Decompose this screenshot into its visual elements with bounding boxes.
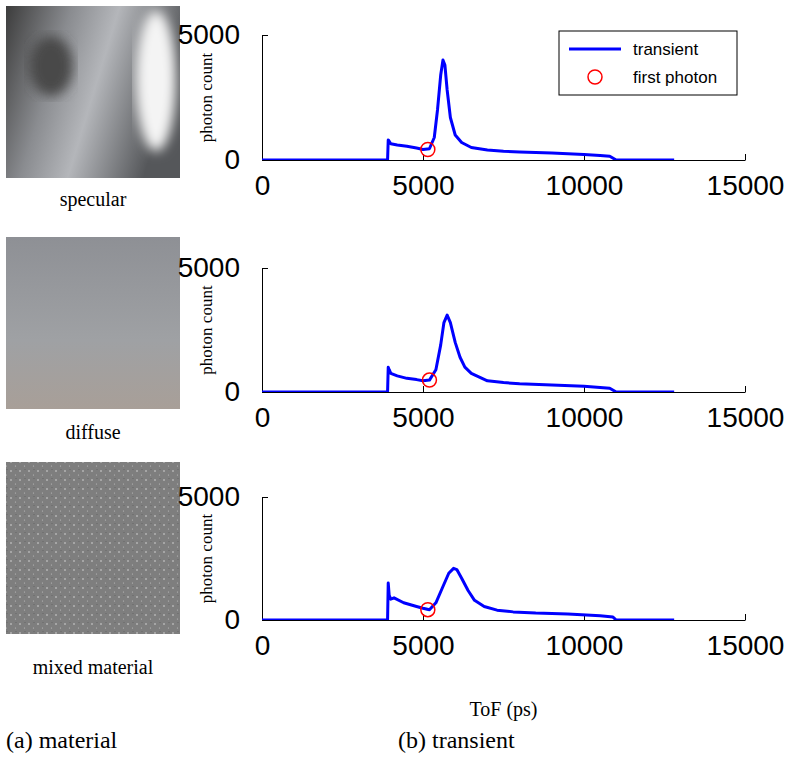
- tick: 10000: [546, 386, 624, 433]
- axis-line: [262, 36, 263, 161]
- y-axis: 0 5000: [178, 252, 268, 407]
- tick-label: 5000: [392, 630, 454, 661]
- material-photo: [6, 237, 180, 409]
- tick-label: 10000: [546, 630, 624, 661]
- tick-mark: [262, 497, 268, 498]
- tick: 5000: [178, 19, 268, 50]
- x-axis: 0 5000 10000 15000: [255, 154, 785, 201]
- legend-label: transient: [633, 40, 698, 59]
- tick: 0: [255, 614, 271, 661]
- tick-label: 5000: [178, 252, 240, 283]
- transient-chart: 0 5000 10000 15000 0 5000 photon count transien…: [178, 19, 785, 201]
- tick-label: 5000: [178, 19, 240, 50]
- shadow: [29, 36, 73, 96]
- photo: [6, 462, 180, 634]
- legend-label: first photon: [633, 68, 717, 87]
- tick: 15000: [707, 154, 785, 201]
- tick-label: 10000: [546, 402, 624, 433]
- tick-mark: [745, 614, 746, 620]
- y-axis-title: photon count: [197, 514, 216, 604]
- tick-label: 15000: [707, 630, 785, 661]
- axis-line: [262, 269, 263, 393]
- legend: transient first photon: [559, 31, 737, 95]
- y-axis-title: photon count: [197, 285, 216, 375]
- x-axis-title: ToF (ps): [469, 698, 537, 721]
- tick-mark: [262, 392, 268, 393]
- tick-label: 15000: [707, 402, 785, 433]
- y-axis-title: photon count: [197, 53, 216, 143]
- tick-label: 5000: [178, 481, 240, 512]
- tick-mark: [745, 386, 746, 392]
- transient-line: [262, 568, 674, 620]
- plot-area: [262, 568, 674, 620]
- tick-label: 15000: [707, 170, 785, 201]
- photo: [6, 237, 180, 409]
- y-axis: 0 5000: [178, 481, 268, 635]
- highlight: [136, 11, 176, 151]
- tick-mark: [262, 160, 268, 161]
- legend-swatch: [569, 48, 621, 51]
- tick-mark: [262, 35, 268, 36]
- legend-box: [559, 31, 737, 95]
- x-axis: 0 5000 10000 15000: [255, 614, 785, 661]
- first-photon-marker: [422, 373, 436, 387]
- material-label: specular: [60, 188, 127, 211]
- tick-label: 5000: [392, 170, 454, 201]
- tick: 5000: [178, 481, 268, 512]
- tick-label: 5000: [392, 402, 454, 433]
- legend-swatch: [588, 70, 602, 84]
- panel-caption: (b) transient: [398, 727, 515, 753]
- material-photo: [6, 6, 180, 178]
- tick: 5000: [178, 252, 268, 283]
- tick: 5000: [392, 386, 454, 433]
- tick: 10000: [546, 154, 624, 201]
- material-photo: [6, 462, 180, 634]
- tick: 5000: [392, 154, 454, 201]
- tick: 0: [255, 386, 271, 433]
- axis-line: [263, 160, 746, 161]
- tick-label: 0: [255, 630, 271, 661]
- axis-line: [263, 620, 746, 621]
- tick-label: 0: [224, 144, 240, 175]
- transient-line: [262, 315, 674, 392]
- tick: 15000: [707, 386, 785, 433]
- tick-label: 0: [255, 402, 271, 433]
- photo: [6, 6, 180, 178]
- plot-area: [262, 315, 674, 392]
- transient-chart: 0 5000 10000 15000 0 5000 photon count ToF (ps): [178, 481, 785, 721]
- tick-mark: [745, 154, 746, 160]
- tick-mark: [423, 386, 424, 392]
- tick: 15000: [707, 614, 785, 661]
- material-label: mixed material: [33, 656, 154, 678]
- tick-label: 0: [255, 170, 271, 201]
- tick: 0: [224, 376, 268, 407]
- tick: 10000: [546, 614, 624, 661]
- tick-label: 0: [224, 604, 240, 635]
- tick: 0: [224, 604, 268, 635]
- first-photon-marker: [421, 603, 435, 617]
- figure: specular diffuse mixed material 0 5000 10000 1…: [0, 0, 812, 763]
- first-photon-marker: [421, 143, 435, 157]
- material-label: diffuse: [65, 421, 120, 443]
- tick: 5000: [392, 614, 454, 661]
- y-axis: 0 5000: [178, 19, 268, 175]
- tick-label: 0: [224, 376, 240, 407]
- transient-chart: 0 5000 10000 15000 0 5000 photon count: [178, 252, 785, 433]
- tick-label: 10000: [546, 170, 624, 201]
- axis-line: [263, 392, 746, 393]
- x-axis: 0 5000 10000 15000: [255, 386, 785, 433]
- axis-line: [262, 498, 263, 621]
- tick: 0: [255, 154, 271, 201]
- tick-mark: [262, 620, 268, 621]
- tick: 0: [224, 144, 268, 175]
- panel-caption: (a) material: [6, 727, 118, 753]
- tick-mark: [262, 268, 268, 269]
